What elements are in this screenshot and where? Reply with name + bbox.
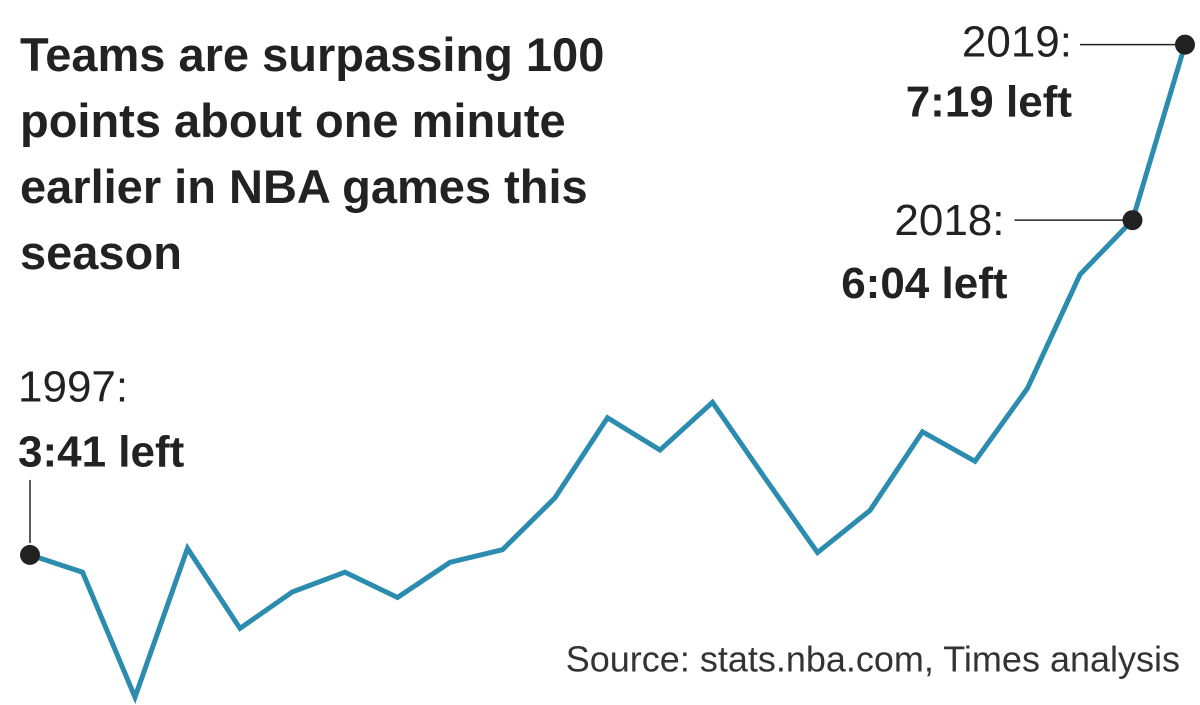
value-label: 6:04 left — [841, 259, 1008, 308]
value-label: 7:19 left — [906, 77, 1073, 126]
annotation-year: 1997: — [18, 363, 128, 412]
data-line — [29, 43, 1188, 705]
source-note: Source: stats.nba.com, Times analysis — [566, 639, 1180, 680]
chart-title: Teams are surpassing 100 points about on… — [20, 28, 605, 279]
data-point — [20, 544, 40, 565]
data-point — [1175, 34, 1195, 55]
value-label: 3:41 left — [18, 428, 185, 477]
data-point — [1122, 210, 1143, 231]
annotation-year: 2019: — [962, 17, 1072, 66]
annotation-year: 2018: — [894, 196, 1004, 245]
